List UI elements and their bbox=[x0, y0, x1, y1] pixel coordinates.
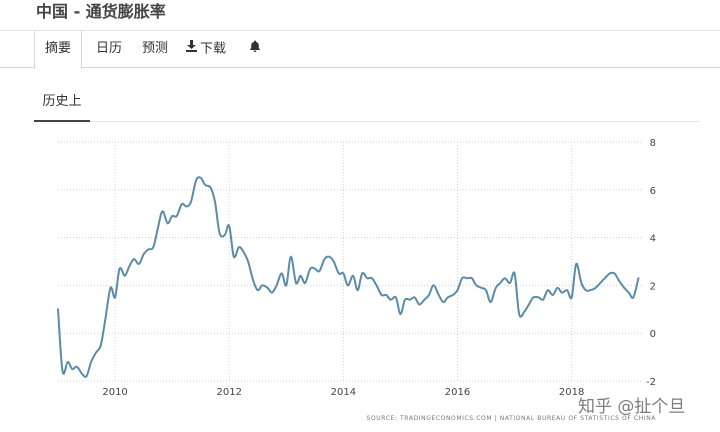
subtab-divider bbox=[90, 121, 700, 122]
tab-summary[interactable]: 摘要 bbox=[34, 31, 82, 69]
y-tick-label: 8 bbox=[650, 138, 656, 149]
source-credit: SOURCE: TRADINGECONOMICS.COM | NATIONAL … bbox=[367, 415, 657, 422]
tab-download-label: 下载 bbox=[200, 41, 227, 57]
bell-icon bbox=[249, 31, 261, 67]
tab-calendar[interactable]: 日历 bbox=[96, 31, 122, 68]
watermark: 知乎 @扯个旦 bbox=[578, 397, 686, 417]
tab-calendar-label: 日历 bbox=[96, 41, 123, 56]
inflation-line-chart: 8 6 4 2 0 -2 2010 2012 2014 2016 2018 SOURCE: TRAD… bbox=[57, 138, 657, 422]
download-icon bbox=[186, 31, 197, 67]
tab-notifications[interactable] bbox=[249, 31, 264, 68]
y-tick-label: 6 bbox=[650, 186, 656, 197]
x-tick-label: 2016 bbox=[445, 387, 470, 398]
tab-bar: 摘要 日历 预测 下载 bbox=[0, 30, 720, 69]
tab-forecast[interactable]: 预测 bbox=[142, 31, 168, 68]
y-tick-label: 0 bbox=[650, 329, 656, 340]
x-tick-label: 2010 bbox=[102, 387, 127, 398]
y-tick-label: 4 bbox=[650, 234, 656, 245]
tab-forecast-label: 预测 bbox=[142, 41, 169, 56]
tab-history-label: 历史上 bbox=[42, 94, 82, 109]
axis-labels: 8 6 4 2 0 -2 2010 2012 2014 2016 2018 bbox=[102, 138, 656, 398]
grid-lines bbox=[58, 141, 643, 382]
series-line-inflation bbox=[57, 176, 640, 378]
y-tick-label: 2 bbox=[650, 281, 656, 292]
y-tick-label: -2 bbox=[646, 377, 656, 388]
tab-download[interactable]: 下载 bbox=[186, 31, 226, 68]
tab-history[interactable]: 历史上 bbox=[34, 88, 90, 122]
x-tick-label: 2014 bbox=[331, 387, 356, 398]
page-title: 中国 - 通货膨胀率 bbox=[36, 2, 166, 21]
x-tick-label: 2018 bbox=[559, 387, 584, 398]
tab-summary-label: 摘要 bbox=[44, 41, 71, 56]
x-tick-label: 2012 bbox=[216, 387, 241, 398]
